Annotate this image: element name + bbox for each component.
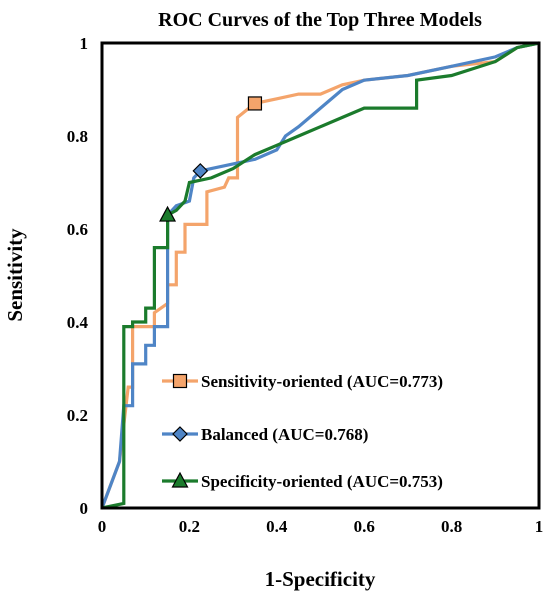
y-tick-label: 0.4 bbox=[67, 313, 89, 332]
series-marker-1 bbox=[247, 96, 263, 111]
legend-swatch-marker bbox=[171, 471, 189, 488]
legend-label: Sensitivity-oriented (AUC=0.773) bbox=[201, 372, 443, 391]
chart-title: ROC Curves of the Top Three Models bbox=[158, 9, 482, 31]
y-tick-label: 0.2 bbox=[67, 406, 88, 425]
legend-label: Balanced (AUC=0.768) bbox=[201, 425, 368, 444]
x-axis-label: 1-Specificity bbox=[265, 567, 376, 591]
x-tick-label: 0.2 bbox=[179, 517, 200, 536]
series-marker-2 bbox=[192, 163, 209, 179]
x-tick-labels: 0 0.2 0.4 0.6 0.8 1 bbox=[98, 517, 544, 536]
legend-label: Specificity-oriented (AUC=0.753) bbox=[201, 472, 443, 491]
plot-area bbox=[100, 41, 540, 510]
series-line-3 bbox=[101, 41, 540, 510]
x-tick-label: 0.4 bbox=[266, 517, 288, 536]
y-axis-label: Sensitivity bbox=[3, 228, 27, 322]
y-tick-label: 0 bbox=[80, 499, 89, 518]
y-tick-label: 0.6 bbox=[67, 220, 88, 239]
series-marker-3 bbox=[159, 205, 177, 222]
legend-swatch-marker bbox=[172, 426, 188, 442]
x-tick-label: 0 bbox=[98, 517, 107, 536]
x-tick-label: 1 bbox=[535, 517, 544, 536]
x-tick-label: 0.6 bbox=[354, 517, 375, 536]
y-tick-label: 0.8 bbox=[67, 127, 88, 146]
legend: Sensitivity-oriented (AUC=0.773) Balanced… bbox=[162, 372, 443, 491]
x-tick-label: 0.8 bbox=[441, 517, 462, 536]
legend-swatch-marker bbox=[172, 373, 188, 389]
y-tick-labels: 0 0.2 0.4 0.6 0.8 1 bbox=[67, 34, 89, 518]
plot-frame bbox=[100, 41, 541, 510]
y-tick-label: 1 bbox=[80, 34, 89, 53]
